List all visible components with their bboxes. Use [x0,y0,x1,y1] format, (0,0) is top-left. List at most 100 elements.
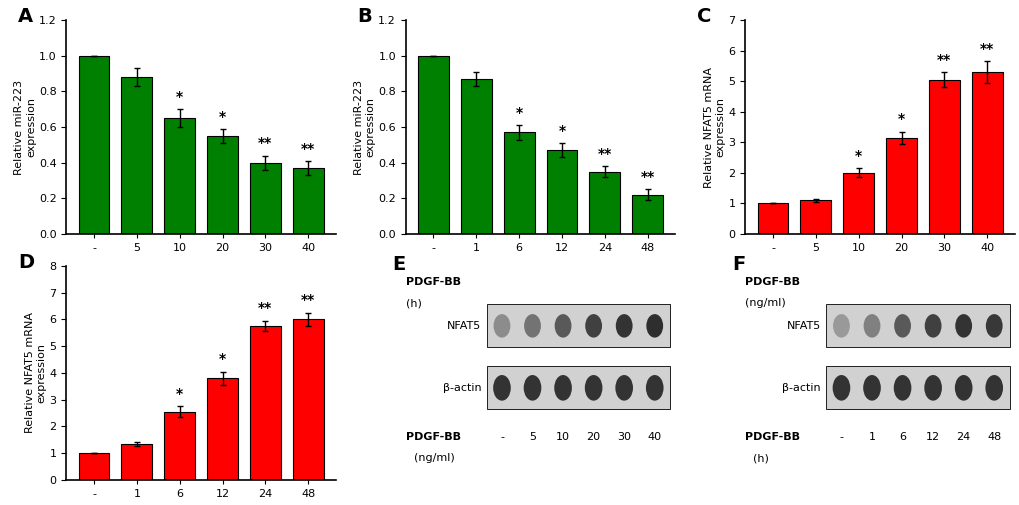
Text: PDGF-BB: PDGF-BB [745,432,800,442]
Text: NFAT5: NFAT5 [786,321,820,331]
Ellipse shape [954,375,971,400]
Ellipse shape [984,375,1002,400]
Text: β-actin: β-actin [782,383,820,393]
Text: PDGF-BB: PDGF-BB [406,432,461,442]
Text: 48: 48 [986,432,1001,442]
Text: *: * [219,352,226,366]
Ellipse shape [893,375,911,400]
Bar [164,412,195,480]
Bar [971,72,1002,234]
Text: D: D [17,253,34,272]
Bar [486,305,669,347]
Ellipse shape [493,314,510,338]
Text: 40: 40 [647,432,661,442]
Ellipse shape [894,314,910,338]
Bar [418,56,448,234]
Ellipse shape [863,314,879,338]
Text: **: ** [936,53,951,67]
Bar [589,172,620,234]
Y-axis label: Relative miR-223
expression: Relative miR-223 expression [354,79,375,175]
Text: PDGF-BB: PDGF-BB [66,277,121,287]
Bar [207,136,237,234]
Text: PDGF-BB: PDGF-BB [406,277,461,287]
Text: (ng/ml): (ng/ml) [66,298,107,308]
Bar [825,305,1009,347]
Ellipse shape [524,314,540,338]
Text: **: ** [640,170,654,184]
Text: (h): (h) [406,298,421,308]
Bar [503,132,534,234]
Ellipse shape [585,314,601,338]
Text: **: ** [301,293,315,308]
Text: 20: 20 [586,432,600,442]
Text: *: * [854,149,861,163]
Ellipse shape [615,314,632,338]
Bar [78,56,109,234]
Text: A: A [17,8,33,26]
Text: B: B [357,8,372,26]
Text: -: - [839,432,843,442]
Bar [632,195,662,234]
Bar [292,320,323,480]
Bar [207,378,237,480]
Ellipse shape [646,314,662,338]
Ellipse shape [862,375,880,400]
Bar [461,79,491,234]
Y-axis label: Relative NFAT5 mRNA
expression: Relative NFAT5 mRNA expression [703,67,725,187]
Ellipse shape [832,375,850,400]
Text: (h): (h) [753,453,768,464]
Ellipse shape [955,314,971,338]
Bar [886,138,916,234]
Bar [292,168,323,234]
Text: C: C [696,8,710,26]
Text: 24: 24 [956,432,970,442]
Text: *: * [219,110,226,124]
Bar [121,77,152,234]
Text: 6: 6 [898,432,905,442]
Bar [800,200,830,234]
Ellipse shape [984,314,1002,338]
Text: (ng/ml): (ng/ml) [414,453,454,464]
Text: *: * [558,124,565,138]
Bar [250,163,280,234]
Text: *: * [516,106,522,120]
Bar [928,80,959,234]
Text: 30: 30 [616,432,631,442]
Ellipse shape [492,375,511,400]
Bar [546,150,577,234]
Text: (ng/ml): (ng/ml) [745,298,786,308]
Bar [757,204,788,234]
Ellipse shape [553,375,572,400]
Bar [164,118,195,234]
Text: 12: 12 [925,432,940,442]
Text: PDGF-BB: PDGF-BB [745,277,800,287]
Text: **: ** [597,147,611,161]
Ellipse shape [645,375,663,400]
Text: **: ** [301,141,315,156]
Ellipse shape [923,375,941,400]
Bar [486,367,669,409]
Text: *: * [897,112,904,126]
Bar [843,173,873,234]
Text: 5: 5 [529,432,536,442]
Text: **: ** [258,301,272,316]
Text: *: * [176,387,183,401]
Bar [825,367,1009,409]
Ellipse shape [614,375,633,400]
Text: **: ** [979,42,994,56]
Ellipse shape [523,375,541,400]
Text: 1: 1 [867,432,874,442]
Bar [121,444,152,480]
Text: **: ** [258,136,272,150]
Text: 10: 10 [555,432,570,442]
Y-axis label: Relative miR-223
expression: Relative miR-223 expression [14,79,36,175]
Text: NFAT5: NFAT5 [446,321,481,331]
Ellipse shape [554,314,571,338]
Ellipse shape [584,375,602,400]
Text: E: E [392,256,406,274]
Bar [78,453,109,480]
Bar [250,326,280,480]
Text: β-actin: β-actin [442,383,481,393]
Text: -: - [499,432,503,442]
Ellipse shape [833,314,849,338]
